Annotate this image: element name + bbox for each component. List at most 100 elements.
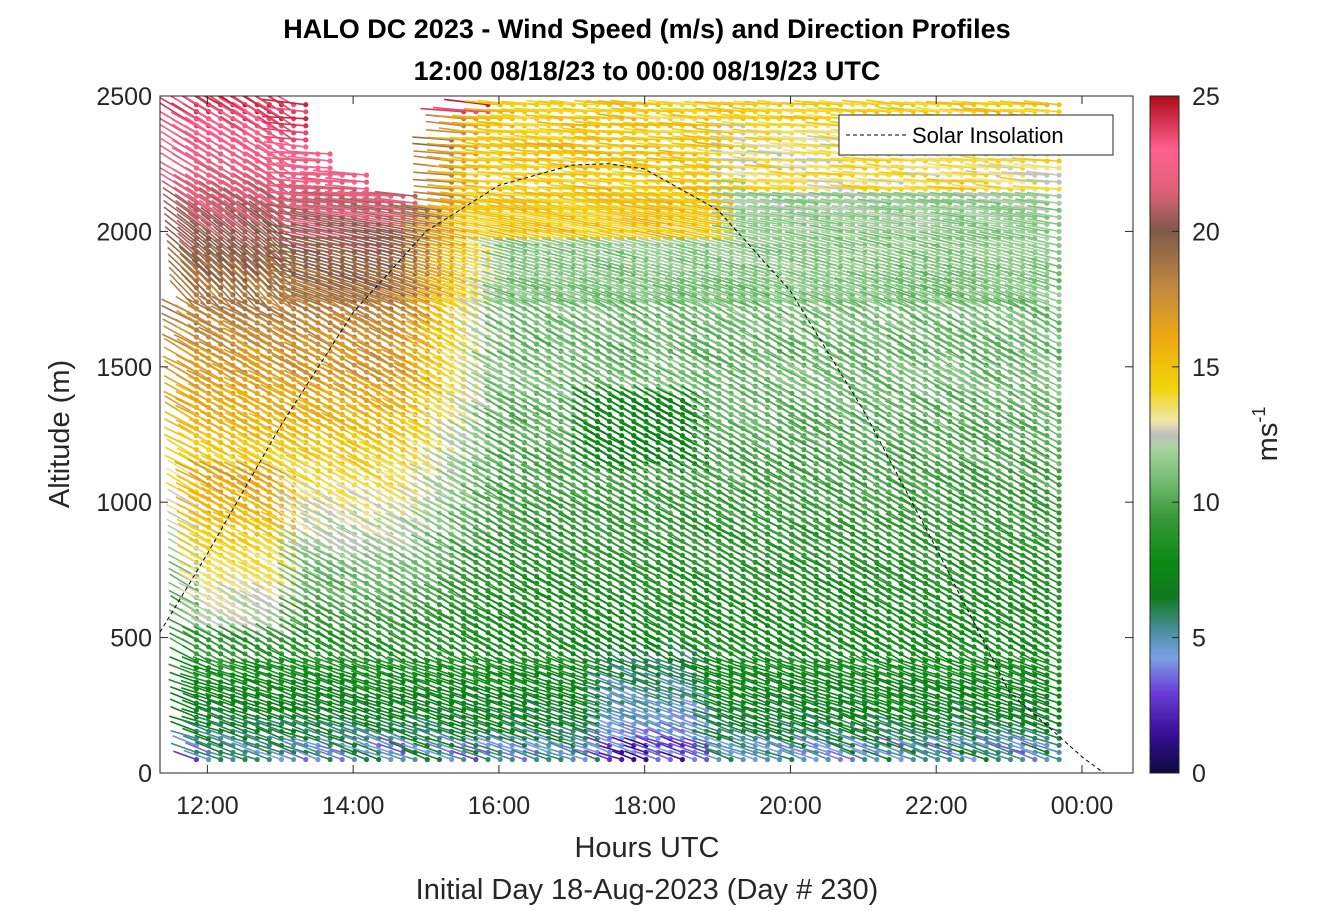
wind-barb bbox=[175, 199, 210, 226]
wind-barb-dot bbox=[327, 158, 333, 164]
wind-barb bbox=[167, 488, 197, 507]
wind-barb-dot bbox=[303, 137, 309, 143]
wind-barb-dot bbox=[388, 756, 394, 763]
wind-barb bbox=[192, 656, 221, 669]
wind-barb bbox=[185, 186, 222, 211]
wind-barb bbox=[206, 637, 234, 655]
wind-barb-dot bbox=[193, 756, 199, 763]
wind-barb bbox=[194, 734, 221, 747]
wind-barb bbox=[188, 472, 222, 493]
wind-barb bbox=[206, 624, 234, 641]
wind-barb bbox=[180, 616, 210, 634]
wind-barb-dot bbox=[206, 285, 212, 291]
wind-barb-dot bbox=[351, 756, 357, 763]
wind-barb bbox=[202, 565, 234, 585]
wind-barb bbox=[203, 586, 234, 606]
wind-barb bbox=[165, 503, 197, 521]
wind-barb bbox=[182, 692, 209, 704]
wind-barb bbox=[194, 722, 221, 733]
wind-barb bbox=[166, 240, 197, 268]
plot-area: 12:00 14:00 16:00 18:00 20:00 22:00 00:00 0500… bbox=[96, 83, 1134, 820]
wind-barb-dot bbox=[278, 756, 285, 763]
wind-barb-dot bbox=[303, 109, 309, 115]
wind-barb bbox=[190, 246, 222, 275]
wind-barb bbox=[207, 735, 234, 747]
wind-barb bbox=[181, 707, 209, 718]
wind-barb bbox=[180, 608, 210, 627]
wind-barb bbox=[167, 510, 197, 528]
wind-barb bbox=[162, 193, 197, 218]
wind-barb bbox=[164, 225, 197, 254]
wind-barb-dot bbox=[193, 707, 199, 713]
wind-barb bbox=[166, 472, 197, 493]
wind-barb bbox=[207, 728, 234, 740]
wind-barb bbox=[172, 735, 197, 747]
wind-barb-dot bbox=[363, 186, 370, 192]
wind-barb bbox=[194, 715, 221, 726]
wind-barb bbox=[184, 151, 222, 176]
wind-barb-dot bbox=[363, 179, 370, 185]
wind-barb bbox=[169, 686, 197, 697]
wind-barb bbox=[169, 671, 197, 683]
wind-barb bbox=[177, 487, 210, 507]
wind-barb-dot bbox=[436, 756, 442, 763]
wind-barb bbox=[162, 186, 197, 211]
wind-barb bbox=[205, 680, 234, 690]
wind-barb bbox=[163, 199, 197, 226]
wind-barb bbox=[170, 742, 197, 754]
wind-barb-dot bbox=[218, 285, 224, 291]
wind-barb bbox=[163, 325, 197, 345]
wind-barb bbox=[173, 173, 210, 197]
wind-barb-dot bbox=[303, 102, 309, 108]
wind-barb bbox=[193, 680, 221, 690]
wind-barb bbox=[190, 573, 222, 592]
wind-barb-dot bbox=[339, 756, 345, 763]
wind-barb bbox=[203, 593, 234, 613]
wind-barb bbox=[160, 173, 197, 197]
wind-barb bbox=[173, 180, 210, 204]
wind-barb bbox=[173, 750, 197, 761]
wind-barb-dot bbox=[230, 756, 236, 763]
wind-barb bbox=[168, 663, 197, 676]
wind-barb bbox=[190, 588, 222, 606]
wind-barb bbox=[170, 691, 197, 704]
wind-barb bbox=[165, 233, 197, 261]
wind-barb bbox=[180, 600, 210, 620]
wind-barb-dot bbox=[363, 172, 370, 178]
wind-barb-dot bbox=[473, 756, 479, 763]
wind-barb bbox=[182, 727, 209, 740]
wind-barb bbox=[171, 168, 209, 190]
wind-barb bbox=[169, 698, 197, 711]
wind-barb bbox=[194, 705, 222, 718]
wind-barb-dot bbox=[363, 756, 370, 763]
wind-barb bbox=[175, 468, 209, 486]
wind-barb bbox=[181, 699, 209, 711]
wind-barb bbox=[193, 273, 222, 303]
wind-barb-dot bbox=[303, 756, 309, 763]
wind-barb bbox=[204, 657, 234, 669]
wind-barb-dot bbox=[266, 756, 272, 763]
wind-barb bbox=[184, 173, 222, 197]
wind-barb bbox=[192, 671, 221, 683]
wind-barb-dot bbox=[376, 756, 382, 763]
wind-barb bbox=[176, 503, 209, 521]
wind-barb-dot bbox=[242, 756, 248, 763]
wind-barb bbox=[176, 518, 209, 535]
wind-barb bbox=[205, 692, 234, 704]
wind-barb bbox=[179, 665, 209, 676]
wind-barb bbox=[170, 729, 197, 740]
wind-barb bbox=[193, 279, 222, 310]
wind-barb-dot bbox=[461, 756, 467, 763]
wind-barb bbox=[181, 656, 209, 669]
wind-barb bbox=[169, 656, 197, 669]
wind-barb-dot bbox=[327, 151, 333, 157]
wind-barb bbox=[187, 199, 222, 226]
wind-barb bbox=[164, 410, 197, 430]
wind-barb-dot bbox=[303, 130, 309, 136]
wind-barb bbox=[184, 741, 209, 754]
wind-barb bbox=[164, 382, 197, 402]
wind-barb-dot bbox=[303, 144, 309, 150]
wind-barb bbox=[190, 240, 222, 268]
wind-barb bbox=[185, 179, 222, 204]
